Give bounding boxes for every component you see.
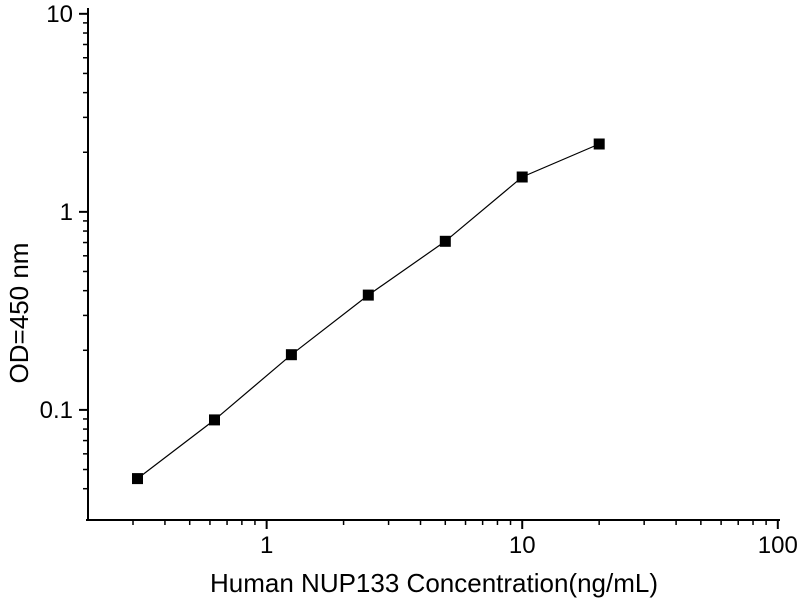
series-line [137, 143, 600, 480]
y-tick-label: 0.1 [40, 397, 73, 424]
series-layer [132, 138, 605, 485]
data-point-marker [132, 473, 143, 485]
x-axis-title: Human NUP133 Concentration(ng/mL) [210, 568, 658, 598]
axes-layer: 1 10 100 0.1 1 10 [40, 1, 798, 559]
data-point-marker [362, 289, 374, 301]
data-point-marker [285, 349, 297, 361]
data-point-marker [439, 235, 451, 247]
x-tick-label: 100 [758, 532, 798, 559]
data-point-marker [516, 171, 528, 183]
x-tick-label: 10 [509, 532, 536, 559]
data-point-marker [209, 414, 220, 426]
y-tick-label: 10 [46, 1, 73, 28]
x-tick-label: 1 [260, 532, 273, 559]
y-tick-label: 1 [60, 199, 73, 226]
data-point-marker [593, 138, 605, 150]
y-axis-title: OD=450 nm [4, 243, 34, 384]
